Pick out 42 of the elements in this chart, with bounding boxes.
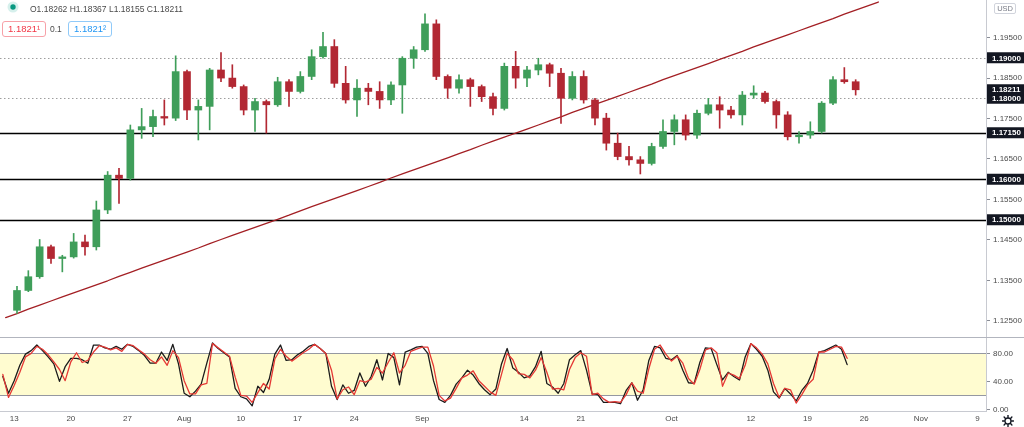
- ref-line-label: 1.17150: [992, 128, 1022, 138]
- candlestick: [81, 234, 89, 256]
- x-tick-label: Aug: [177, 414, 192, 423]
- x-tick-label: Sep: [415, 414, 430, 423]
- y-tick-label: 1.19500: [993, 32, 1023, 42]
- ref-line-label: 1.19000: [992, 53, 1022, 63]
- y-tick-label: 1.12500: [993, 316, 1023, 326]
- annotation: O1.18262 H1.18367 L1.18155 C1.18211: [30, 4, 183, 14]
- x-tick-label: Nov: [913, 414, 928, 423]
- x-tick-label: 24: [349, 414, 360, 423]
- annotation: 1.1821¹: [2, 21, 47, 37]
- x-tick-label: 19: [803, 414, 813, 423]
- candlestick: [795, 131, 803, 144]
- y-tick-label: 1.17500: [993, 113, 1023, 123]
- y-tick-label: 40.00: [993, 376, 1014, 386]
- ref-line-label: 1.16000: [992, 174, 1022, 184]
- x-tick-label: 14: [519, 414, 530, 423]
- y-tick-label: 1.13500: [993, 275, 1023, 285]
- x-tick-label: 27: [123, 414, 133, 423]
- y-tick-label: 1.14500: [993, 235, 1023, 245]
- candlestick: [625, 146, 633, 166]
- y-tick-label: 1.16500: [993, 154, 1023, 164]
- x-tick-label: 13: [9, 414, 20, 423]
- annotation: 0.1: [50, 23, 62, 34]
- y-tick-label: 1.18500: [993, 73, 1023, 83]
- candlestick: [217, 52, 225, 83]
- x-tick-label: Oct: [665, 414, 679, 423]
- x-tick-label: 20: [66, 414, 76, 423]
- x-tick-label: 21: [576, 414, 586, 423]
- y-tick-label: 0.00: [993, 404, 1010, 414]
- candlestick: [115, 167, 123, 204]
- text: 1.18211: [992, 85, 1022, 95]
- ref-line-label: 1.15000: [992, 215, 1022, 225]
- ref-line-label: 1.18000: [992, 94, 1022, 104]
- x-tick-label: 17: [293, 414, 303, 423]
- x-tick-label: 12: [746, 414, 756, 423]
- annotation: 1.1821²: [68, 21, 113, 37]
- y-tick-label: 80.00: [993, 348, 1014, 358]
- y-tick-label: 1.15500: [993, 194, 1023, 204]
- x-tick-label: 26: [859, 414, 870, 423]
- x-tick-label: 10: [236, 414, 246, 423]
- x-tick-label: 9: [975, 414, 981, 423]
